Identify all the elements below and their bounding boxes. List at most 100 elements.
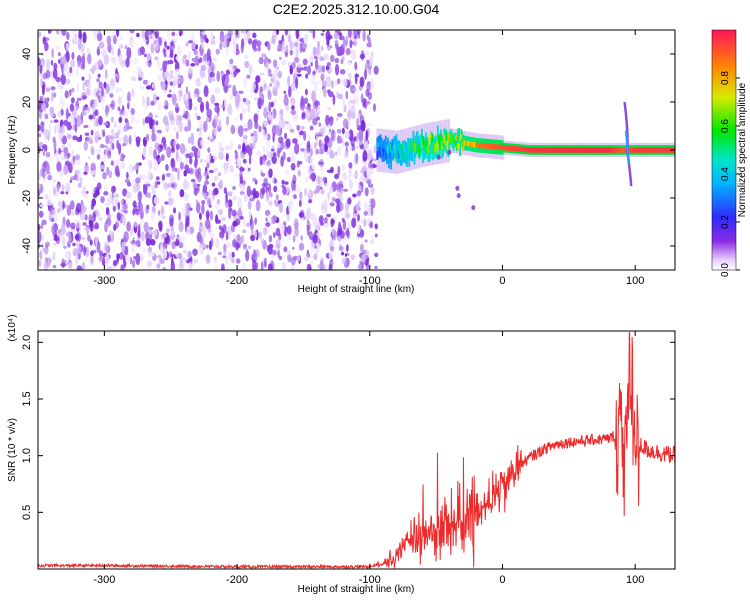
noise-speck — [178, 211, 181, 221]
noise-speck — [339, 69, 346, 75]
noise-speck — [172, 75, 178, 81]
noise-speck — [68, 162, 73, 174]
noise-speck — [308, 30, 314, 34]
trace-core — [459, 135, 461, 142]
noise-speck — [165, 50, 169, 55]
noise-speck — [369, 221, 374, 229]
noise-speck — [157, 74, 162, 82]
trace-core — [466, 140, 469, 147]
noise-speck — [105, 83, 110, 94]
noise-speck — [81, 95, 88, 100]
noise-speck — [310, 62, 313, 67]
noise-speck — [299, 209, 305, 220]
noise-speck — [42, 83, 45, 96]
noise-speck — [265, 61, 270, 71]
noise-speck — [334, 80, 338, 87]
noise-speck — [303, 130, 307, 141]
noise-speck — [210, 31, 214, 40]
noise-speck — [70, 176, 76, 181]
noise-speck — [271, 155, 277, 165]
noise-speck — [241, 38, 245, 49]
noise-speck — [195, 44, 198, 50]
noise-speck — [38, 210, 44, 218]
noise-speck — [296, 63, 303, 68]
noise-speck — [227, 84, 232, 89]
noise-speck — [38, 124, 41, 132]
trace-core — [436, 142, 439, 151]
noise-speck — [345, 90, 349, 100]
noise-speck — [352, 193, 357, 198]
noise-speck — [81, 236, 86, 240]
noise-speck — [189, 152, 194, 158]
noise-speck — [82, 185, 87, 197]
noise-speck — [327, 192, 330, 200]
trace-core — [545, 147, 547, 153]
noise-speck — [45, 162, 50, 174]
x-tick-label: 100 — [626, 275, 644, 287]
noise-speck — [157, 36, 163, 47]
noise-speck — [277, 70, 283, 79]
noise-speck — [233, 117, 238, 122]
trace-core — [652, 147, 655, 153]
trace-core — [666, 147, 668, 153]
noise-speck — [110, 57, 115, 62]
noise-speck — [168, 38, 173, 43]
noise-speck — [314, 80, 318, 93]
noise-speck — [263, 258, 268, 262]
trace-core — [574, 147, 577, 153]
noise-speck — [137, 191, 142, 202]
noise-speck — [316, 232, 322, 236]
noise-speck — [337, 224, 343, 236]
noise-speck — [206, 117, 210, 123]
noise-speck — [352, 88, 357, 92]
noise-speck — [177, 252, 183, 260]
noise-speck — [122, 109, 128, 118]
noise-speck — [209, 230, 215, 240]
trace-core — [387, 144, 389, 154]
noise-speck — [271, 255, 275, 259]
noise-speck — [338, 245, 344, 252]
noise-speck — [257, 97, 263, 110]
y-tick-label: 20 — [21, 96, 33, 108]
noise-speck — [333, 32, 339, 40]
noise-speck — [317, 264, 320, 268]
noise-speck — [348, 162, 353, 169]
noise-speck — [363, 141, 369, 149]
noise-speck — [166, 45, 170, 50]
trace-core — [637, 147, 640, 153]
trace-core — [511, 145, 513, 152]
trace-core — [512, 145, 515, 152]
noise-speck — [98, 30, 101, 38]
noise-speck — [206, 60, 210, 65]
noise-speck — [329, 202, 335, 207]
noise-speck — [320, 167, 324, 176]
noise-speck — [101, 86, 104, 97]
noise-speck — [338, 35, 345, 41]
noise-speck — [277, 142, 281, 149]
noise-speck — [41, 242, 45, 251]
noise-speck — [278, 119, 283, 129]
noise-speck — [176, 131, 179, 140]
noise-speck — [213, 175, 219, 182]
noise-speck — [374, 223, 378, 230]
noise-speck — [135, 239, 141, 246]
noise-speck — [150, 239, 156, 246]
noise-speck — [84, 246, 90, 258]
trace-core — [407, 142, 409, 151]
trace-core — [493, 144, 495, 150]
noise-speck — [191, 146, 197, 152]
noise-speck — [278, 136, 284, 144]
noise-speck — [129, 30, 135, 34]
noise-speck — [66, 204, 72, 216]
trace-band — [426, 137, 429, 159]
trace-core — [434, 144, 437, 153]
noise-speck — [38, 141, 44, 147]
noise-speck — [337, 30, 341, 35]
trace-core — [632, 147, 635, 153]
trace-core — [564, 147, 567, 153]
trace-core — [538, 147, 541, 153]
y-tick-label: -20 — [21, 190, 33, 206]
noise-speck — [166, 146, 172, 158]
noise-speck — [365, 129, 369, 142]
top-x-axis-label: Height of straight line (km) — [298, 284, 415, 295]
